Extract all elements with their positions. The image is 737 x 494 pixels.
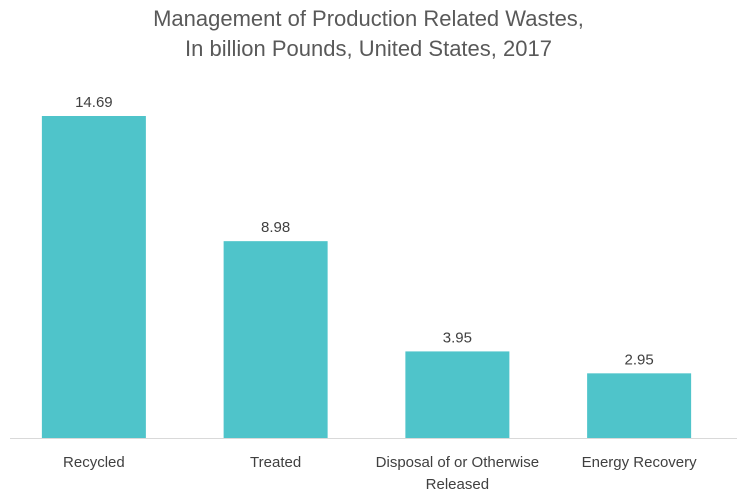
value-label-3: 2.95 — [625, 351, 654, 368]
bar-0 — [41, 116, 146, 438]
value-label-1: 8.98 — [261, 219, 290, 236]
category-label-0-line-0: Recycled — [63, 454, 125, 471]
category-label-3: Energy Recovery — [582, 454, 698, 471]
bars-group — [41, 116, 692, 438]
category-label-3-line-0: Energy Recovery — [582, 454, 698, 471]
bar-1 — [223, 241, 328, 438]
value-labels-group: 14.69 8.98 3.95 2.95 — [75, 94, 654, 368]
category-label-2-line-0: Disposal of or Otherwise — [376, 454, 539, 471]
bar-3 — [587, 373, 692, 438]
bar-2 — [405, 351, 510, 438]
category-label-2: Disposal of or Otherwise Released — [376, 454, 539, 493]
chart-title: Management of Production Related Wastes,… — [0, 4, 737, 64]
category-label-1: Treated — [250, 454, 301, 471]
chart-title-line-2: In billion Pounds, United States, 2017 — [185, 36, 552, 61]
category-labels-group: Recycled Treated Disposal of or Otherwise R… — [63, 454, 697, 493]
value-label-2: 3.95 — [443, 329, 472, 346]
value-label-0: 14.69 — [75, 94, 113, 111]
category-label-2-line-1: Released — [426, 476, 489, 493]
category-label-1-line-0: Treated — [250, 454, 301, 471]
category-label-0: Recycled — [63, 454, 125, 471]
chart-title-line-1: Management of Production Related Wastes, — [153, 6, 584, 31]
